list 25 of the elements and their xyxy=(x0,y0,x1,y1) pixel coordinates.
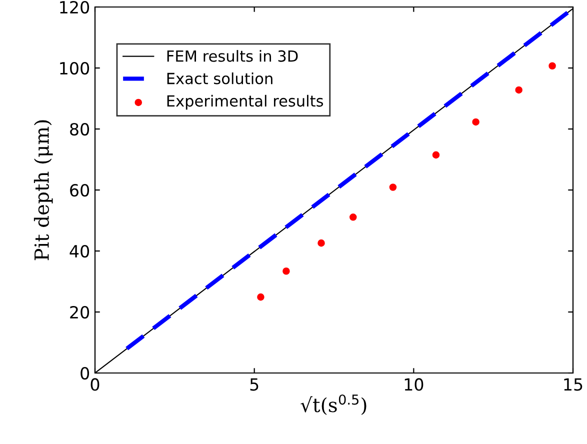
point xyxy=(349,214,357,221)
point xyxy=(318,239,325,247)
y-axis-title: Pit depth (μm) xyxy=(34,120,53,260)
x-tick-label: 10 xyxy=(404,378,424,391)
y-tick-label: 40 xyxy=(70,244,90,258)
y-tick-label: 0 xyxy=(80,366,90,380)
y-tick-label: 120 xyxy=(60,0,90,14)
x-axis-title: √t(s$^{0.5}$) xyxy=(300,394,366,416)
point xyxy=(257,293,264,301)
x-tick-label: 5 xyxy=(250,378,258,391)
y-tick-label: 20 xyxy=(70,306,90,319)
point xyxy=(432,151,440,159)
x-tick-label: 0 xyxy=(90,378,100,391)
legend-label: Exact solution xyxy=(167,72,272,84)
point xyxy=(515,86,522,94)
legend-label: FEM results in 3D xyxy=(167,50,298,62)
point xyxy=(389,184,397,191)
y-tick-label: 100 xyxy=(60,62,90,75)
point xyxy=(282,267,290,275)
y-tick-label: 60 xyxy=(70,184,90,197)
x-tick-label: 15 xyxy=(564,378,582,391)
legend-label: Experimental results xyxy=(167,94,324,110)
y-tick-label: 80 xyxy=(70,122,90,136)
point xyxy=(548,62,556,70)
point xyxy=(472,118,480,126)
